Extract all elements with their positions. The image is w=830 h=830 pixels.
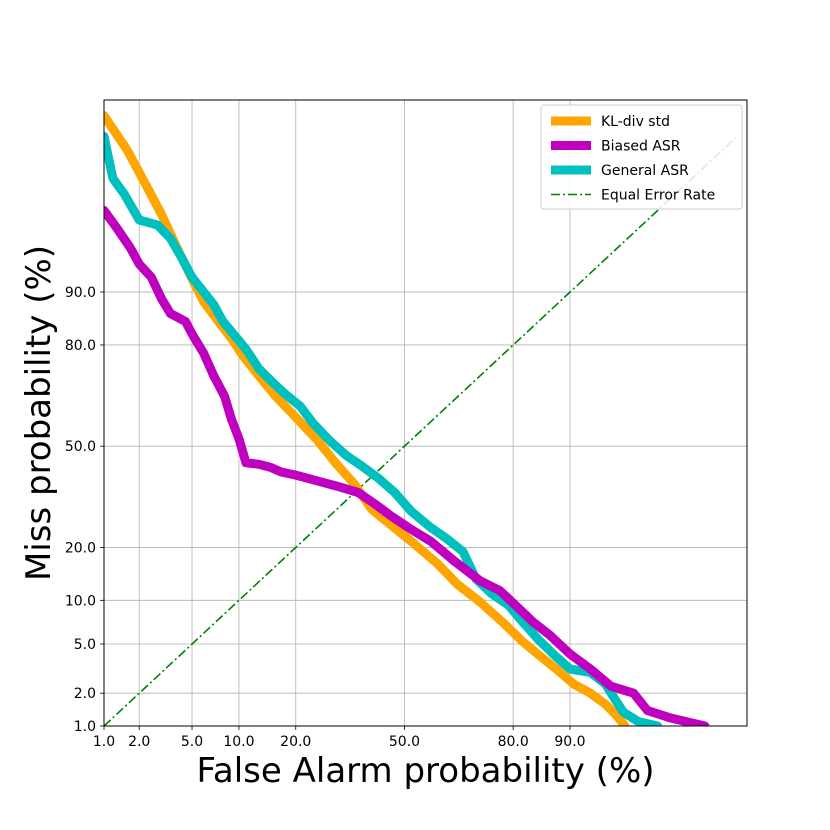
y-tick-label: 50.0 bbox=[65, 439, 96, 455]
legend-label: Biased ASR bbox=[601, 139, 681, 155]
y-ticks: 1.0 2.0 5.0 10.0 20.0 50.0 80.0 90.0 bbox=[65, 285, 104, 735]
series-line-general-asr bbox=[104, 131, 663, 726]
y-tick-label: 20.0 bbox=[65, 540, 96, 556]
x-tick-label: 50.0 bbox=[389, 734, 420, 750]
legend-label: KL-div std bbox=[601, 114, 670, 130]
series-layer bbox=[104, 111, 738, 726]
plot-frame bbox=[103, 99, 748, 727]
x-tick-label: 5.0 bbox=[181, 734, 203, 750]
series-line-equal-error-rate bbox=[104, 135, 738, 726]
series-line-biased-asr bbox=[104, 205, 710, 726]
y-tick-label: 90.0 bbox=[65, 285, 96, 301]
x-axis-title: False Alarm probability (%) bbox=[196, 751, 654, 791]
x-tick-label: 20.0 bbox=[280, 734, 311, 750]
y-tick-label: 80.0 bbox=[65, 338, 96, 354]
y-axis-title: Miss probability (%) bbox=[19, 245, 59, 581]
x-tick-label: 10.0 bbox=[223, 734, 254, 750]
legend: KL-div std Biased ASR General ASR Equal Err… bbox=[540, 104, 743, 210]
x-ticks: 1.0 2.0 5.0 10.0 20.0 50.0 80.0 90.0 bbox=[93, 726, 586, 750]
legend-label: General ASR bbox=[601, 163, 689, 179]
y-tick-label: 1.0 bbox=[74, 719, 96, 735]
x-tick-label: 1.0 bbox=[93, 734, 115, 750]
x-tick-label: 2.0 bbox=[128, 734, 150, 750]
y-tick-label: 5.0 bbox=[74, 637, 96, 653]
y-tick-label: 10.0 bbox=[65, 593, 96, 609]
legend-label: Equal Error Rate bbox=[601, 188, 715, 204]
x-tick-label: 90.0 bbox=[554, 734, 585, 750]
y-tick-label: 2.0 bbox=[74, 686, 96, 702]
legend-box bbox=[540, 104, 743, 210]
x-tick-label: 80.0 bbox=[498, 734, 529, 750]
